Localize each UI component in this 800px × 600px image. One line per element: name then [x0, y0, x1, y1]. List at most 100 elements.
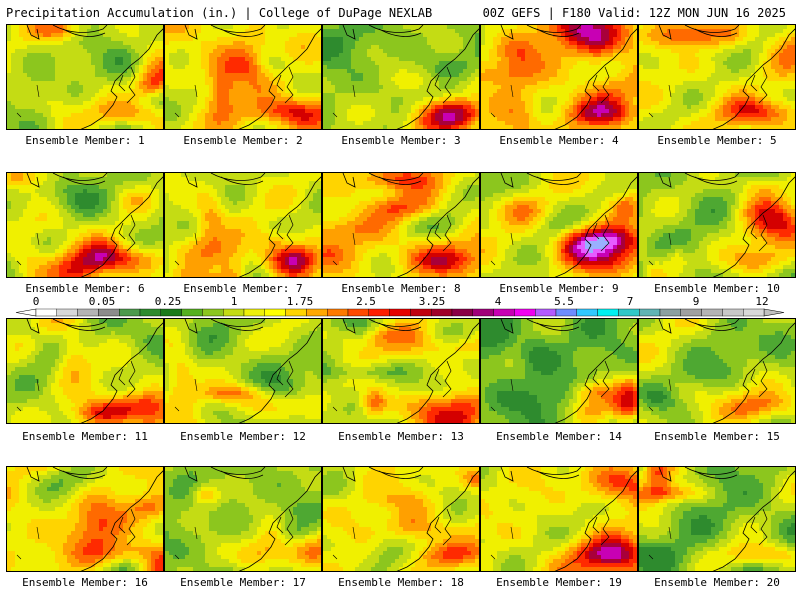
state-border: [174, 232, 198, 266]
colorbar-swatch: [77, 308, 99, 317]
precip-field: [639, 467, 795, 571]
bay-outline: [434, 508, 452, 546]
ensemble-member-map: [480, 466, 638, 572]
precip-field: [481, 467, 637, 571]
great-lakes-outline: [500, 173, 582, 188]
bay-outline: [276, 66, 294, 104]
colorbar-swatch: [327, 308, 349, 317]
colorbar-swatch: [639, 308, 661, 317]
ensemble-member-map: [480, 318, 638, 424]
colorbar-tick-label: 9: [693, 296, 700, 308]
state-border: [174, 526, 198, 560]
ensemble-member-map: [480, 24, 638, 130]
colorbar-swatch: [243, 308, 265, 317]
colorbar-swatch: [659, 308, 681, 317]
colorbar: [15, 308, 785, 317]
ensemble-member-label: Ensemble Member: 8: [322, 282, 480, 295]
colorbar-swatch: [597, 308, 619, 317]
coastline: [238, 176, 321, 277]
colorbar-swatch: [514, 308, 536, 317]
coastline: [396, 176, 479, 277]
precip-field: [481, 173, 637, 277]
ensemble-member-label: Ensemble Member: 14: [480, 430, 638, 443]
ensemble-member-label: Ensemble Member: 13: [322, 430, 480, 443]
state-border: [16, 526, 40, 560]
great-lakes-outline: [184, 173, 266, 188]
bay-outline: [434, 214, 452, 252]
ensemble-member-label: Ensemble Member: 16: [6, 576, 164, 589]
state-border: [490, 526, 514, 560]
precip-field: [165, 467, 321, 571]
bay-outline: [750, 66, 768, 104]
ensemble-member-label: Ensemble Member: 2: [164, 134, 322, 147]
precip-field: [165, 173, 321, 277]
ensemble-member-label: Ensemble Member: 12: [164, 430, 322, 443]
ensemble-member-map: [638, 24, 796, 130]
great-lakes-outline: [26, 25, 108, 40]
coastline: [712, 322, 795, 423]
great-lakes-outline: [658, 173, 740, 188]
ensemble-member-map: [322, 172, 480, 278]
colorbar-swatch: [701, 308, 723, 317]
bay-outline: [276, 214, 294, 252]
colorbar-swatch: [618, 308, 640, 317]
coastline: [554, 28, 637, 129]
coastline: [238, 322, 321, 423]
colorbar-swatch: [493, 308, 515, 317]
state-border: [648, 232, 672, 266]
state-border: [16, 232, 40, 266]
colorbar-tick-label: 2.5: [356, 296, 376, 308]
coastline: [554, 176, 637, 277]
bay-outline: [434, 360, 452, 398]
coastline: [712, 470, 795, 571]
colorbar-swatch: [222, 308, 245, 317]
state-border: [648, 378, 672, 412]
great-lakes-outline: [26, 173, 108, 188]
ensemble-member-map: [322, 318, 480, 424]
colorbar-swatch: [181, 308, 203, 317]
state-border: [490, 378, 514, 412]
colorbar-tick-label: 12: [755, 296, 768, 308]
great-lakes-outline: [500, 467, 582, 482]
precip-field: [323, 25, 479, 129]
colorbar-swatch: [472, 308, 494, 317]
ensemble-member-map: [6, 318, 164, 424]
great-lakes-outline: [184, 25, 266, 40]
state-border: [332, 378, 356, 412]
ensemble-member-label: Ensemble Member: 5: [638, 134, 796, 147]
ensemble-member-map: [322, 24, 480, 130]
great-lakes-outline: [26, 467, 108, 482]
colorbar-swatch: [535, 308, 557, 317]
colorbar-swatch: [680, 308, 702, 317]
bay-outline: [118, 66, 136, 104]
coastline: [238, 470, 321, 571]
colorbar-tick-label: 1.75: [287, 296, 314, 308]
colorbar-tick-label: 5.5: [554, 296, 574, 308]
coastline: [554, 470, 637, 571]
coastline: [712, 176, 795, 277]
precip-field: [165, 25, 321, 129]
colorbar-min-arrow: [15, 308, 37, 317]
ensemble-member-label: Ensemble Member: 20: [638, 576, 796, 589]
precip-field: [481, 25, 637, 129]
precip-field: [639, 25, 795, 129]
bay-outline: [592, 360, 610, 398]
colorbar-swatch: [56, 308, 78, 317]
ensemble-member-map: [164, 24, 322, 130]
colorbar-swatch: [410, 308, 432, 317]
ensemble-member-label: Ensemble Member: 6: [6, 282, 164, 295]
state-border: [648, 84, 672, 118]
precip-field: [7, 25, 163, 129]
precip-field: [323, 467, 479, 571]
colorbar-swatch: [451, 308, 473, 317]
coastline: [554, 322, 637, 423]
ensemble-member-map: [6, 466, 164, 572]
colorbar-swatch: [139, 308, 161, 317]
coastline: [80, 470, 163, 571]
bay-outline: [750, 508, 768, 546]
great-lakes-outline: [658, 319, 740, 334]
colorbar-swatch: [118, 308, 141, 317]
state-border: [648, 526, 672, 560]
ensemble-member-map: [6, 172, 164, 278]
great-lakes-outline: [500, 319, 582, 334]
